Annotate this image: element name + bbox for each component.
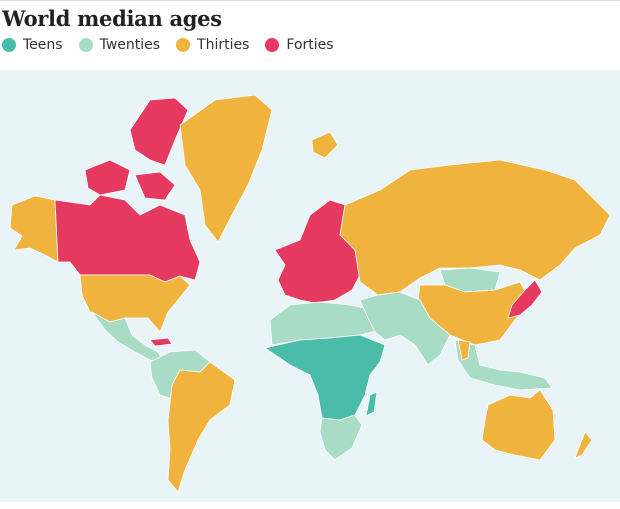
thailand: [457, 339, 471, 361]
iceland: [311, 131, 339, 159]
russia: [339, 159, 611, 296]
legend-swatch: [176, 38, 191, 52]
alaska: [9, 195, 59, 263]
arctic-islands: [84, 97, 189, 201]
legend-label: Twenties: [99, 37, 161, 53]
legend-swatch: [265, 38, 280, 52]
europe: [274, 199, 361, 304]
legend-swatch: [2, 38, 16, 52]
legend-item: Thirties: [176, 37, 249, 53]
middle-east-south-asia: [359, 291, 451, 366]
top-rule: [0, 0, 620, 1]
legend-label: Teens: [23, 37, 63, 53]
madagascar: [365, 391, 378, 417]
new-zealand: [574, 431, 593, 459]
legend-item: Teens: [2, 37, 63, 53]
caribbean: [149, 337, 173, 347]
legend-label: Forties: [286, 37, 334, 53]
canada: [54, 194, 201, 283]
legend-swatch: [78, 38, 93, 52]
australia: [481, 389, 556, 461]
legend: Teens Twenties Thirties Forties: [2, 37, 334, 53]
southern-africa: [319, 414, 363, 461]
southern-south-america: [167, 361, 236, 493]
central-africa: [264, 334, 386, 421]
title: World median ages: [2, 6, 222, 31]
southeast-asia: [454, 339, 553, 391]
legend-label: Thirties: [197, 37, 250, 53]
legend-item: Twenties: [78, 37, 161, 53]
legend-item: Forties: [265, 37, 334, 53]
greenland: [179, 94, 273, 243]
world-map: [0, 70, 620, 502]
japan: [507, 279, 543, 319]
